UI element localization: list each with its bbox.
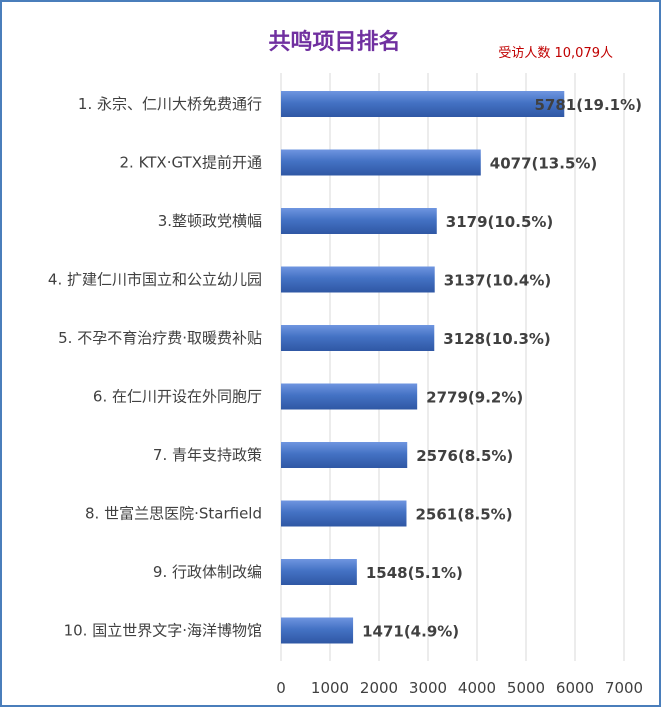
x-tick-label: 5000 [507,679,545,697]
data-label: 2576(8.5%) [416,447,513,465]
bar [281,149,481,176]
category-label: 3.整顿政党横幅 [158,212,262,230]
category-label: 2. KTX·GTX提前开通 [120,154,263,172]
x-tick-label: 2000 [360,679,398,697]
category-label: 5. 不孕不育治疗费·取暖费补贴 [58,329,262,347]
bar [281,266,435,293]
data-labels: 5781(19.1%) 4077(13.5%) 3179(10.5%) 3137(10… [362,96,642,641]
data-label: 2779(9.2%) [426,389,523,407]
category-label: 7. 青年支持政策 [153,446,262,464]
x-tick-label: 1000 [311,679,349,697]
data-label: 1548(5.1%) [366,564,463,582]
respondents-note: 受访人数 10,079人 [498,46,613,61]
category-label: 4. 扩建仁川市国立和公立幼儿园 [48,271,262,289]
bar [281,500,407,527]
data-label: 3128(10.3%) [443,330,550,348]
x-tick-label: 0 [276,679,286,697]
bar [281,91,565,117]
bar [281,559,357,585]
data-label: 4077(13.5%) [490,155,598,173]
data-label: 3137(10.4%) [444,272,552,290]
category-label: 10. 国立世界文字·海洋博物馆 [64,622,262,640]
bar [281,617,354,644]
data-label: 3179(10.5%) [446,213,554,231]
category-label: 6. 在仁川开设在外同胞厅 [93,388,262,406]
x-tick-label: 6000 [556,679,594,697]
data-label: 5781(19.1%) [535,96,643,114]
data-label: 2561(8.5%) [415,506,512,524]
category-label: 9. 行政体制改编 [153,563,262,581]
x-axis-ticks: 0 1000 2000 3000 4000 5000 6000 7000 [276,679,643,697]
x-tick-label: 4000 [458,679,496,697]
category-label: 1. 永宗、仁川大桥免费通行 [78,95,262,113]
data-label: 1471(4.9%) [362,623,459,641]
x-tick-label: 7000 [605,679,643,697]
bar [281,442,408,468]
bar [281,325,435,351]
x-tick-label: 3000 [409,679,447,697]
bars [281,91,565,644]
bar [281,383,418,410]
category-labels: 1. 永宗、仁川大桥免费通行 2. KTX·GTX提前开通 3.整顿政党横幅 4. 扩… [48,95,262,640]
chart-title: 共鸣项目排名 [268,30,401,55]
category-label: 8. 世富兰思医院·Starfield [85,505,262,523]
bar [281,208,437,234]
